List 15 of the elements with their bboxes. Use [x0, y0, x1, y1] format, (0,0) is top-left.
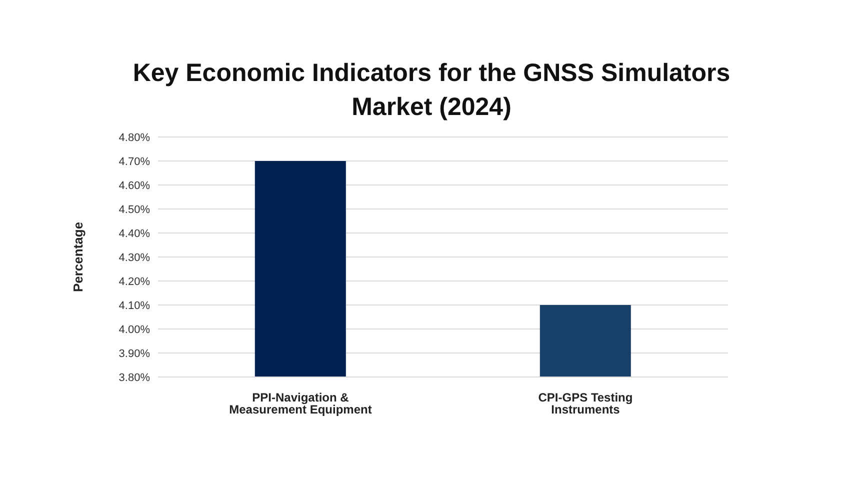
chart-title: Key Economic Indicators for the GNSS Simulators Market (2024) — [132, 58, 732, 123]
y-tick-label: 4.00% — [118, 324, 150, 336]
y-tick-label: 4.70% — [118, 156, 150, 168]
y-tick-label: 4.80% — [118, 132, 150, 144]
y-tick-label: 4.60% — [118, 180, 150, 192]
x-tick-label: PPI-Navigation & Measurement Equipment — [229, 390, 372, 417]
y-tick-label: 4.40% — [118, 228, 150, 240]
y-axis-title: Percentage — [70, 222, 86, 292]
y-tick-label: 4.30% — [118, 252, 150, 264]
y-tick-label: 3.90% — [118, 348, 150, 360]
y-tick-label: 4.20% — [118, 276, 150, 288]
y-tick-label: 3.80% — [118, 372, 150, 384]
y-tick-label: 4.10% — [118, 300, 150, 312]
x-tick-label: CPI-GPS Testing Instruments — [538, 390, 633, 417]
y-tick-label: 4.50% — [118, 204, 150, 216]
